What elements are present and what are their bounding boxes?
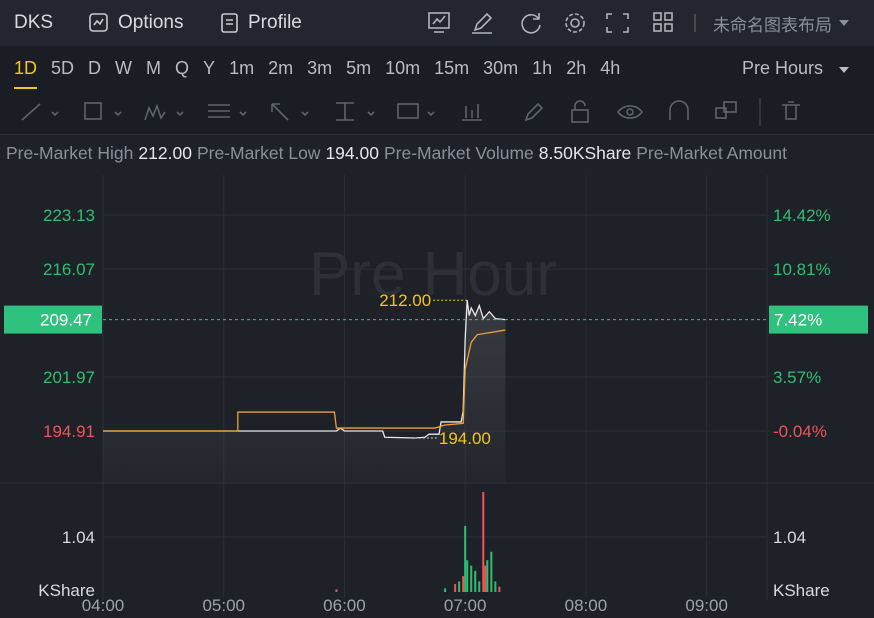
options[interactable]: Options bbox=[118, 12, 184, 33]
timeframe[interactable]: W bbox=[115, 57, 133, 78]
profile[interactable]: Profile bbox=[248, 12, 302, 33]
y2-tick-label: -0.04% bbox=[773, 422, 827, 441]
volume-bar bbox=[486, 560, 489, 592]
profile-icon bbox=[221, 13, 238, 33]
volume-bar bbox=[458, 581, 461, 592]
stat-label: Pre-Market Amount bbox=[636, 143, 787, 163]
stat-value: 194.00 bbox=[325, 143, 379, 163]
header-icons bbox=[428, 12, 696, 34]
volume-bar bbox=[444, 588, 447, 592]
volume-bar bbox=[470, 565, 473, 592]
tool-icons bbox=[21, 98, 800, 126]
price-area bbox=[103, 300, 506, 483]
timeframe[interactable]: 15m bbox=[434, 57, 470, 78]
annotation-label: 212.00 bbox=[379, 291, 431, 310]
last-price: 209.47 bbox=[40, 311, 92, 330]
volume-bar bbox=[478, 581, 481, 592]
options-icon bbox=[89, 13, 108, 32]
timeframe[interactable]: M bbox=[146, 57, 162, 78]
volume-bar bbox=[484, 565, 487, 592]
volume-bar bbox=[498, 586, 501, 592]
volume-bar bbox=[490, 551, 493, 592]
price-line bbox=[103, 329, 506, 432]
stat-value: 212.00 bbox=[138, 143, 192, 163]
y-tick-label: 216.07 bbox=[43, 260, 95, 279]
volume-bar bbox=[464, 525, 467, 592]
x-tick-label: 09:00 bbox=[685, 596, 728, 615]
volume-tick-label: 1.04 bbox=[62, 528, 95, 547]
x-tick-label: 07:00 bbox=[444, 596, 487, 615]
x-tick-label: 08:00 bbox=[565, 596, 608, 615]
top-bar: DKS Options Profile 未命名图表布局 bbox=[0, 0, 874, 46]
timeframe[interactable]: 2m bbox=[268, 57, 294, 78]
y-tick-label: 223.13 bbox=[43, 206, 95, 225]
volume-bar bbox=[454, 584, 457, 592]
timeframe[interactable]: 30m bbox=[483, 57, 519, 78]
symbol[interactable]: DKS bbox=[14, 12, 54, 33]
volume-bar bbox=[494, 581, 497, 592]
volume-unit: KShare bbox=[773, 581, 830, 600]
session-select[interactable]: Pre Hours bbox=[742, 57, 824, 78]
dropdown-arrow bbox=[839, 67, 849, 73]
timeframe-bar: Pre Hours 1D 5D D W M Q Y 1m 2m 3m 5m 10m 15m 30m 1h 2h… bbox=[0, 46, 874, 90]
volume-bar bbox=[335, 589, 338, 592]
x-tick-label: 06:00 bbox=[323, 596, 366, 615]
y2-tick-label: 14.42% bbox=[773, 206, 831, 225]
timeframe[interactable]: D bbox=[88, 57, 102, 78]
stat-label: Pre-Market Volume bbox=[383, 143, 534, 163]
y2-tick-label: 10.81% bbox=[773, 260, 831, 279]
y2-tick-label: 3.57% bbox=[773, 368, 821, 387]
timeframe[interactable]: 5m bbox=[346, 57, 372, 78]
volume-bar bbox=[482, 491, 485, 592]
volume-unit: KShare bbox=[38, 581, 95, 600]
last-change: 7.42% bbox=[774, 311, 822, 330]
timeframe[interactable]: 10m bbox=[385, 57, 421, 78]
y-tick-label: 201.97 bbox=[43, 368, 95, 387]
x-tick-label: 04:00 bbox=[82, 596, 125, 615]
stats-row: Pre-Market High 212.00 Pre-Market Low 194.0… bbox=[6, 143, 874, 164]
dropdown-arrow bbox=[839, 20, 849, 26]
layout-name[interactable]: 未命名图表布局 bbox=[713, 15, 832, 35]
volume-bar bbox=[462, 576, 465, 592]
timeframe[interactable]: 3m bbox=[307, 57, 333, 78]
stat-label: Pre-Market Low bbox=[196, 143, 321, 163]
annotation-label: 194.00 bbox=[439, 429, 491, 448]
timeframe[interactable]: Y bbox=[203, 57, 216, 78]
stat-label: Pre-Market High bbox=[6, 143, 134, 163]
timeframe[interactable]: 1m bbox=[229, 57, 255, 78]
y-tick-label: 194.91 bbox=[43, 422, 95, 441]
last-price-tag bbox=[4, 305, 102, 334]
stat-value: 8.50KShare bbox=[538, 143, 632, 163]
timeframe[interactable]: 1h bbox=[532, 57, 553, 78]
timeframe[interactable]: 2h bbox=[566, 57, 587, 78]
timeframe[interactable]: 5D bbox=[51, 57, 75, 78]
volume-tick-label: 1.04 bbox=[773, 528, 806, 547]
volume-bar bbox=[474, 570, 477, 592]
volume-bar bbox=[466, 560, 469, 592]
timeframe[interactable]: 1D bbox=[14, 58, 38, 89]
timeframe[interactable]: 4h bbox=[600, 57, 621, 78]
x-tick-label: 05:00 bbox=[202, 596, 245, 615]
drawing-toolbar bbox=[0, 90, 874, 135]
timeframe[interactable]: Q bbox=[175, 57, 190, 78]
price-line bbox=[103, 300, 506, 439]
watermark: Pre Hour bbox=[309, 240, 557, 309]
last-change-tag bbox=[769, 305, 868, 334]
